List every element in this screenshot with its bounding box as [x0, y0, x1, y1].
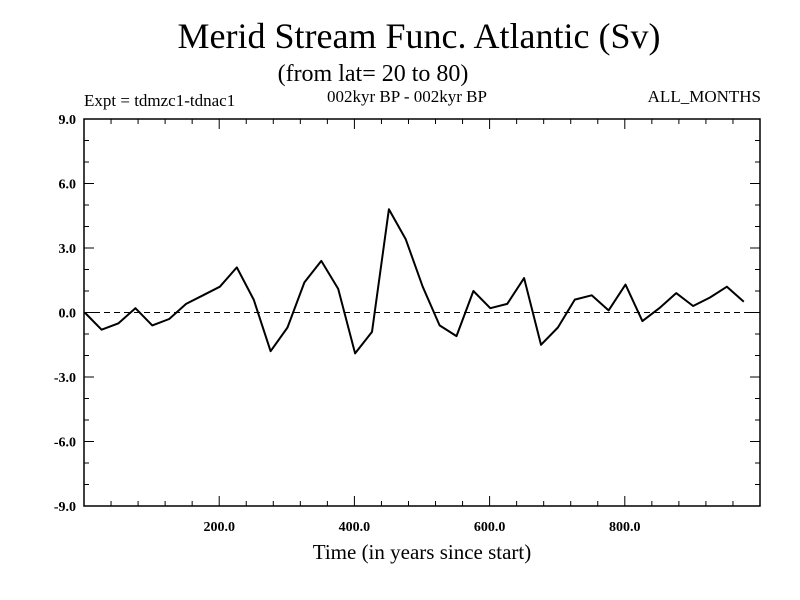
y-tick-label: -6.0	[54, 436, 76, 451]
x-tick-label: 200.0	[203, 520, 235, 535]
tick-labels: -9.0 -6.0 -3.0 0.0 3.0 6.0 9.0 200.0 400.0 600.0 8…	[54, 113, 641, 535]
y-tick-label: 6.0	[59, 178, 77, 193]
y-tick-label: -3.0	[54, 371, 76, 386]
axis-ticks	[84, 118, 760, 507]
x-tick-label: 600.0	[474, 520, 506, 535]
months-label: ALL_MONTHS	[647, 87, 761, 106]
chart-subtitle: (from lat= 20 to 80)	[277, 61, 469, 87]
period-label: 002kyr BP - 002kyr BP	[327, 87, 487, 106]
y-tick-label: 0.0	[59, 307, 77, 322]
experiment-label: Expt = tdmzc1-tdnac1	[84, 91, 236, 110]
chart-title: Merid Stream Func. Atlantic (Sv)	[177, 16, 661, 56]
y-tick-label: 3.0	[59, 242, 77, 257]
x-tick-label: 800.0	[609, 520, 641, 535]
x-axis-title: Time (in years since start)	[312, 540, 532, 564]
x-tick-label: 400.0	[339, 520, 371, 535]
series-line	[83, 208, 745, 355]
y-tick-label: 9.0	[59, 113, 77, 128]
y-tick-label: -9.0	[54, 500, 76, 515]
